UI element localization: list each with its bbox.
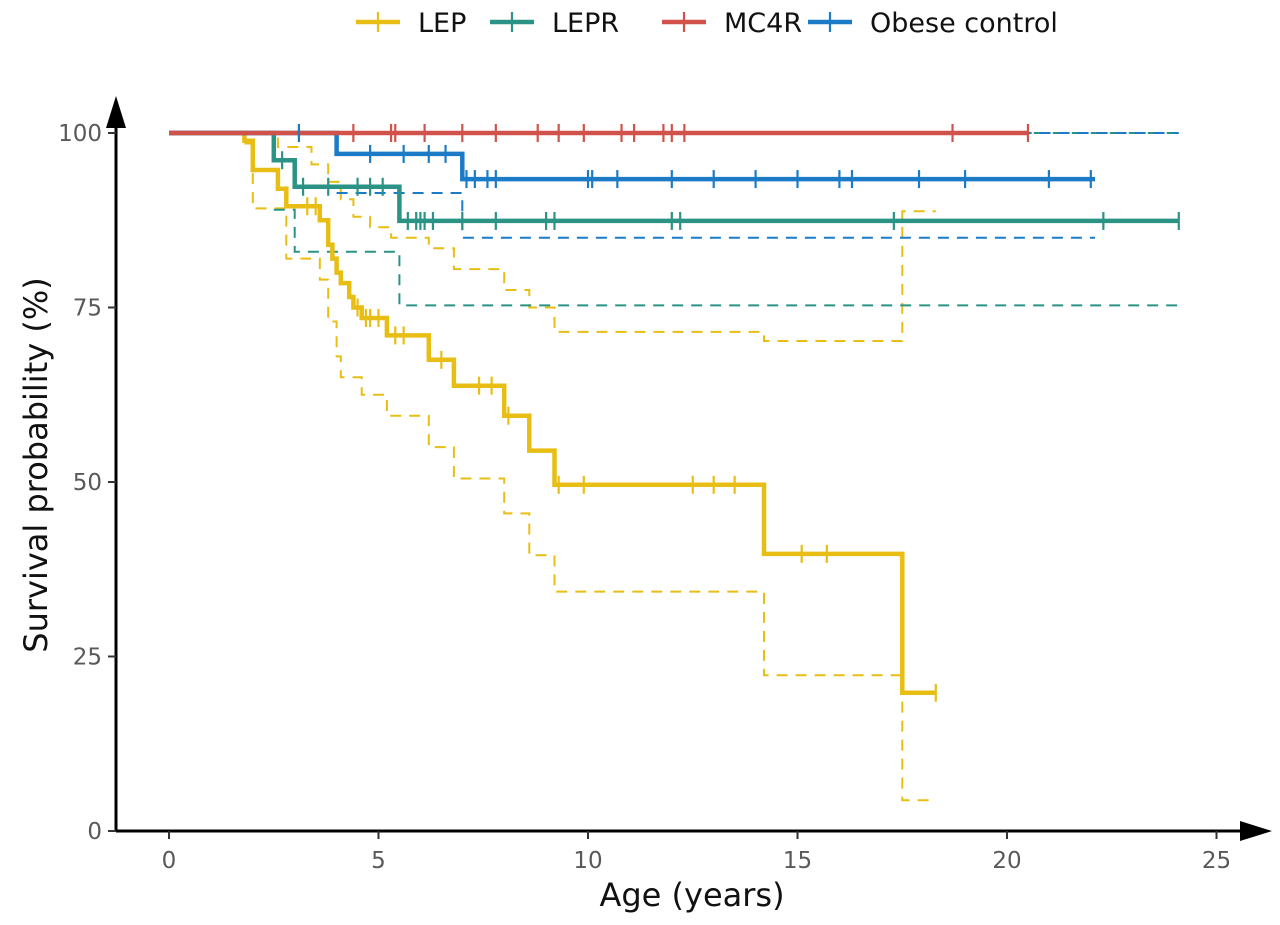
- y-tick-label-0: 0: [87, 819, 102, 845]
- lep-survival-curve: [169, 130, 936, 696]
- x-tick-label-0: 0: [162, 848, 177, 874]
- x-tick-label-15: 15: [783, 848, 812, 874]
- legend-item-obese-control: Obese control: [808, 8, 1058, 39]
- survival-curves: [169, 130, 1179, 696]
- y-axis-arrow: [106, 96, 126, 128]
- y-axis-title: Survival probability (%): [17, 277, 55, 652]
- x-tick-label-20: 20: [992, 848, 1021, 874]
- x-tick-label-10: 10: [573, 848, 602, 874]
- y-tick-label-100: 100: [58, 121, 102, 147]
- y-tick-label-25: 25: [73, 645, 102, 671]
- obese-control-survival-curve: [169, 130, 1095, 182]
- y-tick-label-75: 75: [73, 296, 102, 322]
- x-axis-title: Age (years): [599, 876, 784, 914]
- lepr-survival-curve: [169, 130, 1179, 224]
- legend: LEP LEPR MC4R Obese control: [356, 8, 1058, 39]
- obese-control-ci-lower: [336, 192, 1095, 239]
- legend-label-lep: LEP: [418, 8, 466, 39]
- legend-item-lep: LEP: [356, 8, 466, 39]
- x-axis-arrow: [1240, 821, 1272, 841]
- axes: [106, 96, 1272, 841]
- censor-marks: [281, 124, 1180, 702]
- legend-label-mc4r: MC4R: [724, 8, 802, 39]
- x-tick-label-25: 25: [1202, 848, 1231, 874]
- lepr-ci-lower: [273, 208, 1179, 307]
- legend-label-obese-control: Obese control: [870, 8, 1058, 39]
- lep-ci-lower: [244, 142, 936, 802]
- confidence-bands: [244, 132, 1179, 802]
- legend-item-lepr: LEPR: [490, 8, 619, 39]
- x-axis-ticks: 0 5 10 15 20 25: [162, 831, 1231, 874]
- legend-label-lepr: LEPR: [552, 8, 619, 39]
- y-axis-ticks: 0 25 50 75 100: [58, 121, 116, 845]
- legend-item-mc4r: MC4R: [662, 8, 802, 39]
- x-tick-label-5: 5: [371, 848, 386, 874]
- lep-ci-upper: [244, 132, 936, 342]
- y-tick-label-50: 50: [73, 470, 102, 496]
